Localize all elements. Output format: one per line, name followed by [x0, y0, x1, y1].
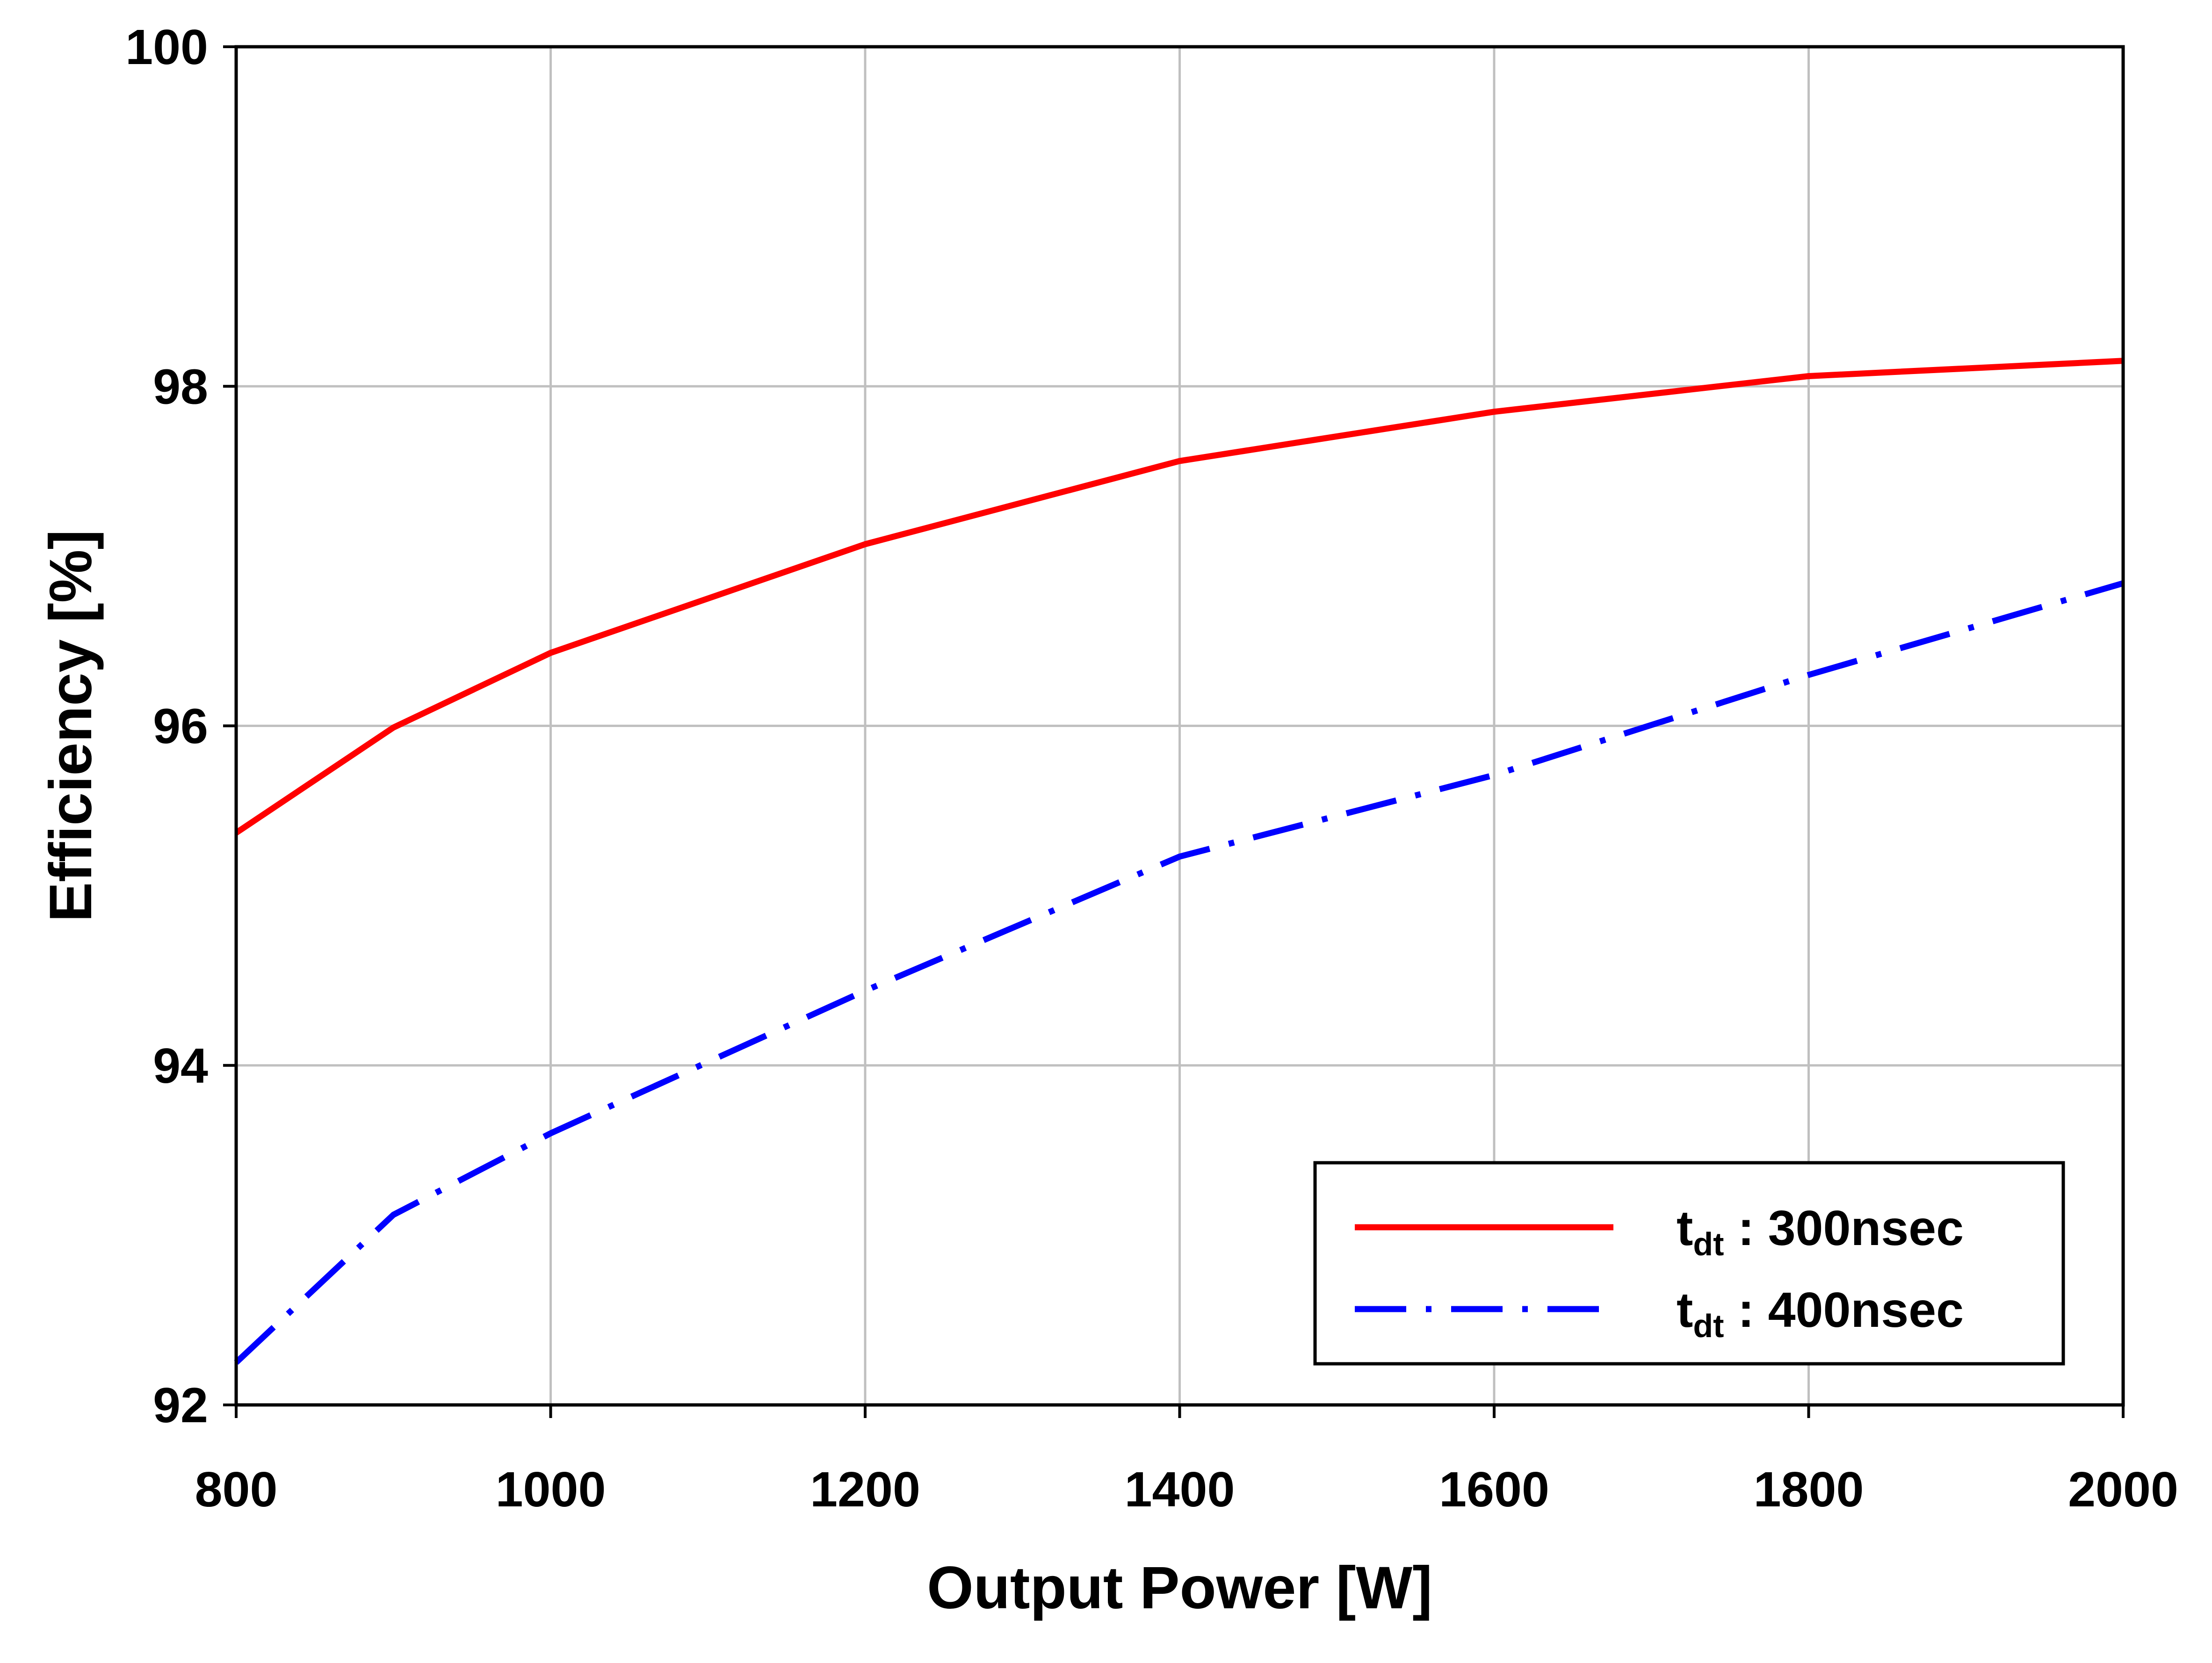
x-tick-label: 800	[195, 1462, 278, 1517]
y-tick-label: 96	[153, 699, 208, 754]
grid	[236, 47, 2123, 1405]
legend-label-2: tdt : 400nsec	[1677, 1282, 1964, 1344]
legend-label-1: tdt : 300nsec	[1677, 1201, 1964, 1262]
x-tick-label: 2000	[2068, 1462, 2178, 1517]
legend-label-suffix: : 400nsec	[1724, 1282, 1964, 1338]
legend-label-main: t	[1677, 1282, 1693, 1338]
x-axis-title: Output Power [W]	[927, 1555, 1432, 1621]
series-layer	[234, 358, 2124, 1365]
legend-label-suffix: : 300nsec	[1724, 1201, 1964, 1256]
x-tick-label: 1400	[1125, 1462, 1235, 1517]
x-tick-label: 1000	[496, 1462, 606, 1517]
y-tick-label: 100	[125, 20, 208, 75]
legend-box	[1313, 1161, 2065, 1366]
legend-label-subscript: dt	[1693, 1226, 1724, 1262]
x-tick-label: 1600	[1439, 1462, 1549, 1517]
ticks: 800 1000 1200 1400 1600 1800 2000 92 94 96 98 100	[125, 20, 2178, 1517]
x-tick-label: 1200	[810, 1462, 920, 1517]
y-tick-label: 92	[153, 1378, 208, 1433]
y-axis-title: Efficiency [%]	[37, 530, 104, 922]
series-line-2	[234, 580, 2124, 1365]
y-tick-label: 98	[153, 359, 208, 414]
x-tick-label: 1800	[1754, 1462, 1864, 1517]
series-line-1	[234, 358, 2124, 835]
legend-label-main: t	[1677, 1201, 1693, 1256]
legend-label-subscript: dt	[1693, 1308, 1724, 1344]
y-tick-label: 94	[153, 1038, 208, 1094]
